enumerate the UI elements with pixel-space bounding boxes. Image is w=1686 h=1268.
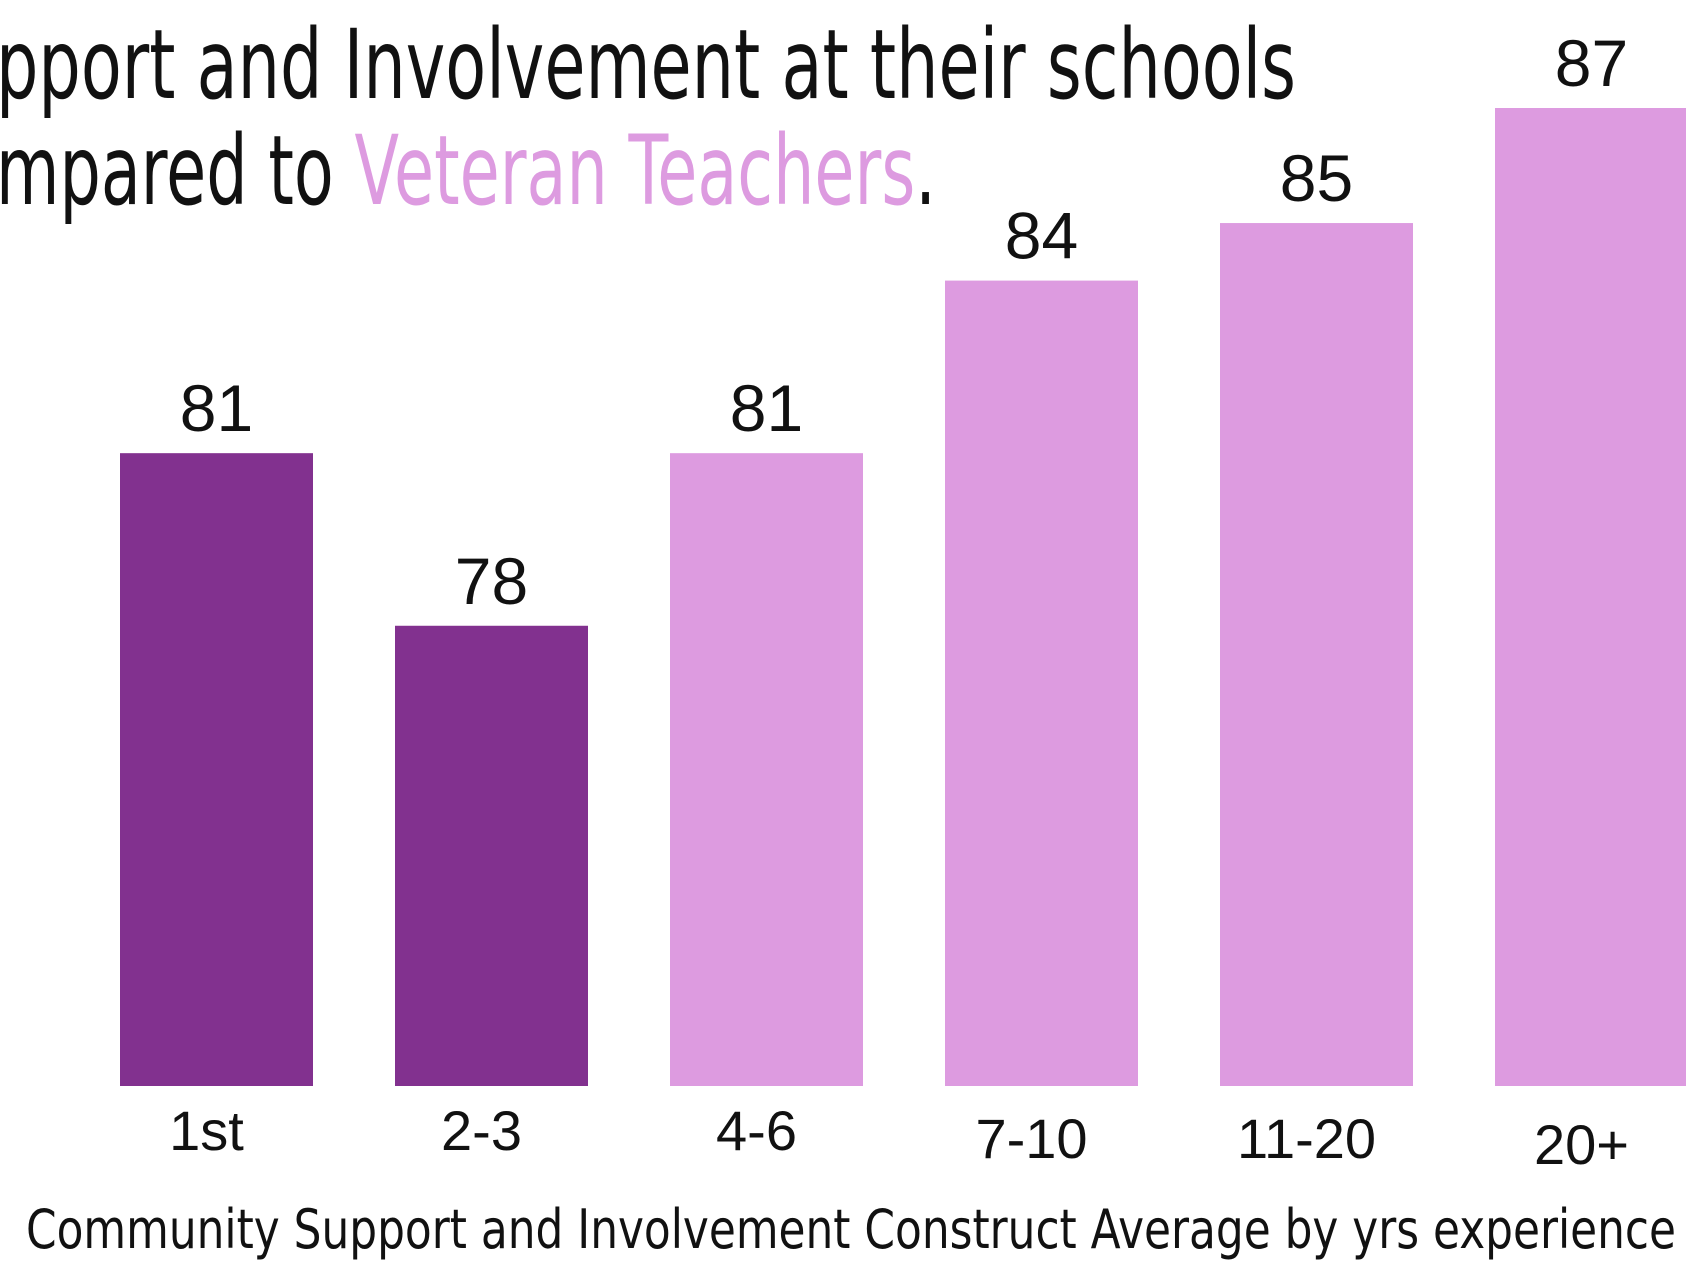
tick-label-7-10: 7-10	[975, 1107, 1087, 1170]
value-label-7-10: 84	[1005, 199, 1078, 273]
bar-2-3	[395, 625, 588, 1086]
value-label-4-6: 81	[730, 371, 803, 445]
bar-11-20	[1220, 223, 1413, 1086]
tick-label-11-20: 11-20	[1237, 1107, 1376, 1170]
value-label-2-3: 78	[455, 544, 528, 618]
tick-label-4-6: 4-6	[716, 1099, 797, 1162]
chart-title-prefix: mpared to	[0, 115, 354, 227]
bar-7-10	[945, 280, 1138, 1086]
chart-title-highlight: Veteran Teachers	[354, 115, 915, 227]
value-label-11-20: 85	[1280, 141, 1353, 215]
bar-20+	[1495, 108, 1686, 1086]
chart-title-line-1: pport and Involvement at their schools	[0, 9, 1296, 121]
value-labels-group: 81 78 81 84 85 87	[180, 26, 1628, 618]
value-label-20+: 87	[1555, 26, 1628, 100]
bar-1st	[120, 453, 313, 1086]
tick-label-1st: 1st	[169, 1099, 244, 1162]
bars-group	[120, 108, 1686, 1086]
tick-label-2-3: 2-3	[441, 1099, 522, 1162]
x-axis-label: Community Support and Involvement Constr…	[26, 1198, 1676, 1261]
chart-title-suffix: .	[915, 115, 936, 227]
tick-label-20+: 20+	[1534, 1113, 1629, 1176]
bar-4-6	[670, 453, 863, 1086]
chart-title-line-2: mpared to Veteran Teachers.	[0, 115, 936, 227]
value-label-1st: 81	[180, 371, 253, 445]
category-ticks-group: 1st 2-3 4-6 7-10 11-20 20+	[169, 1099, 1629, 1176]
